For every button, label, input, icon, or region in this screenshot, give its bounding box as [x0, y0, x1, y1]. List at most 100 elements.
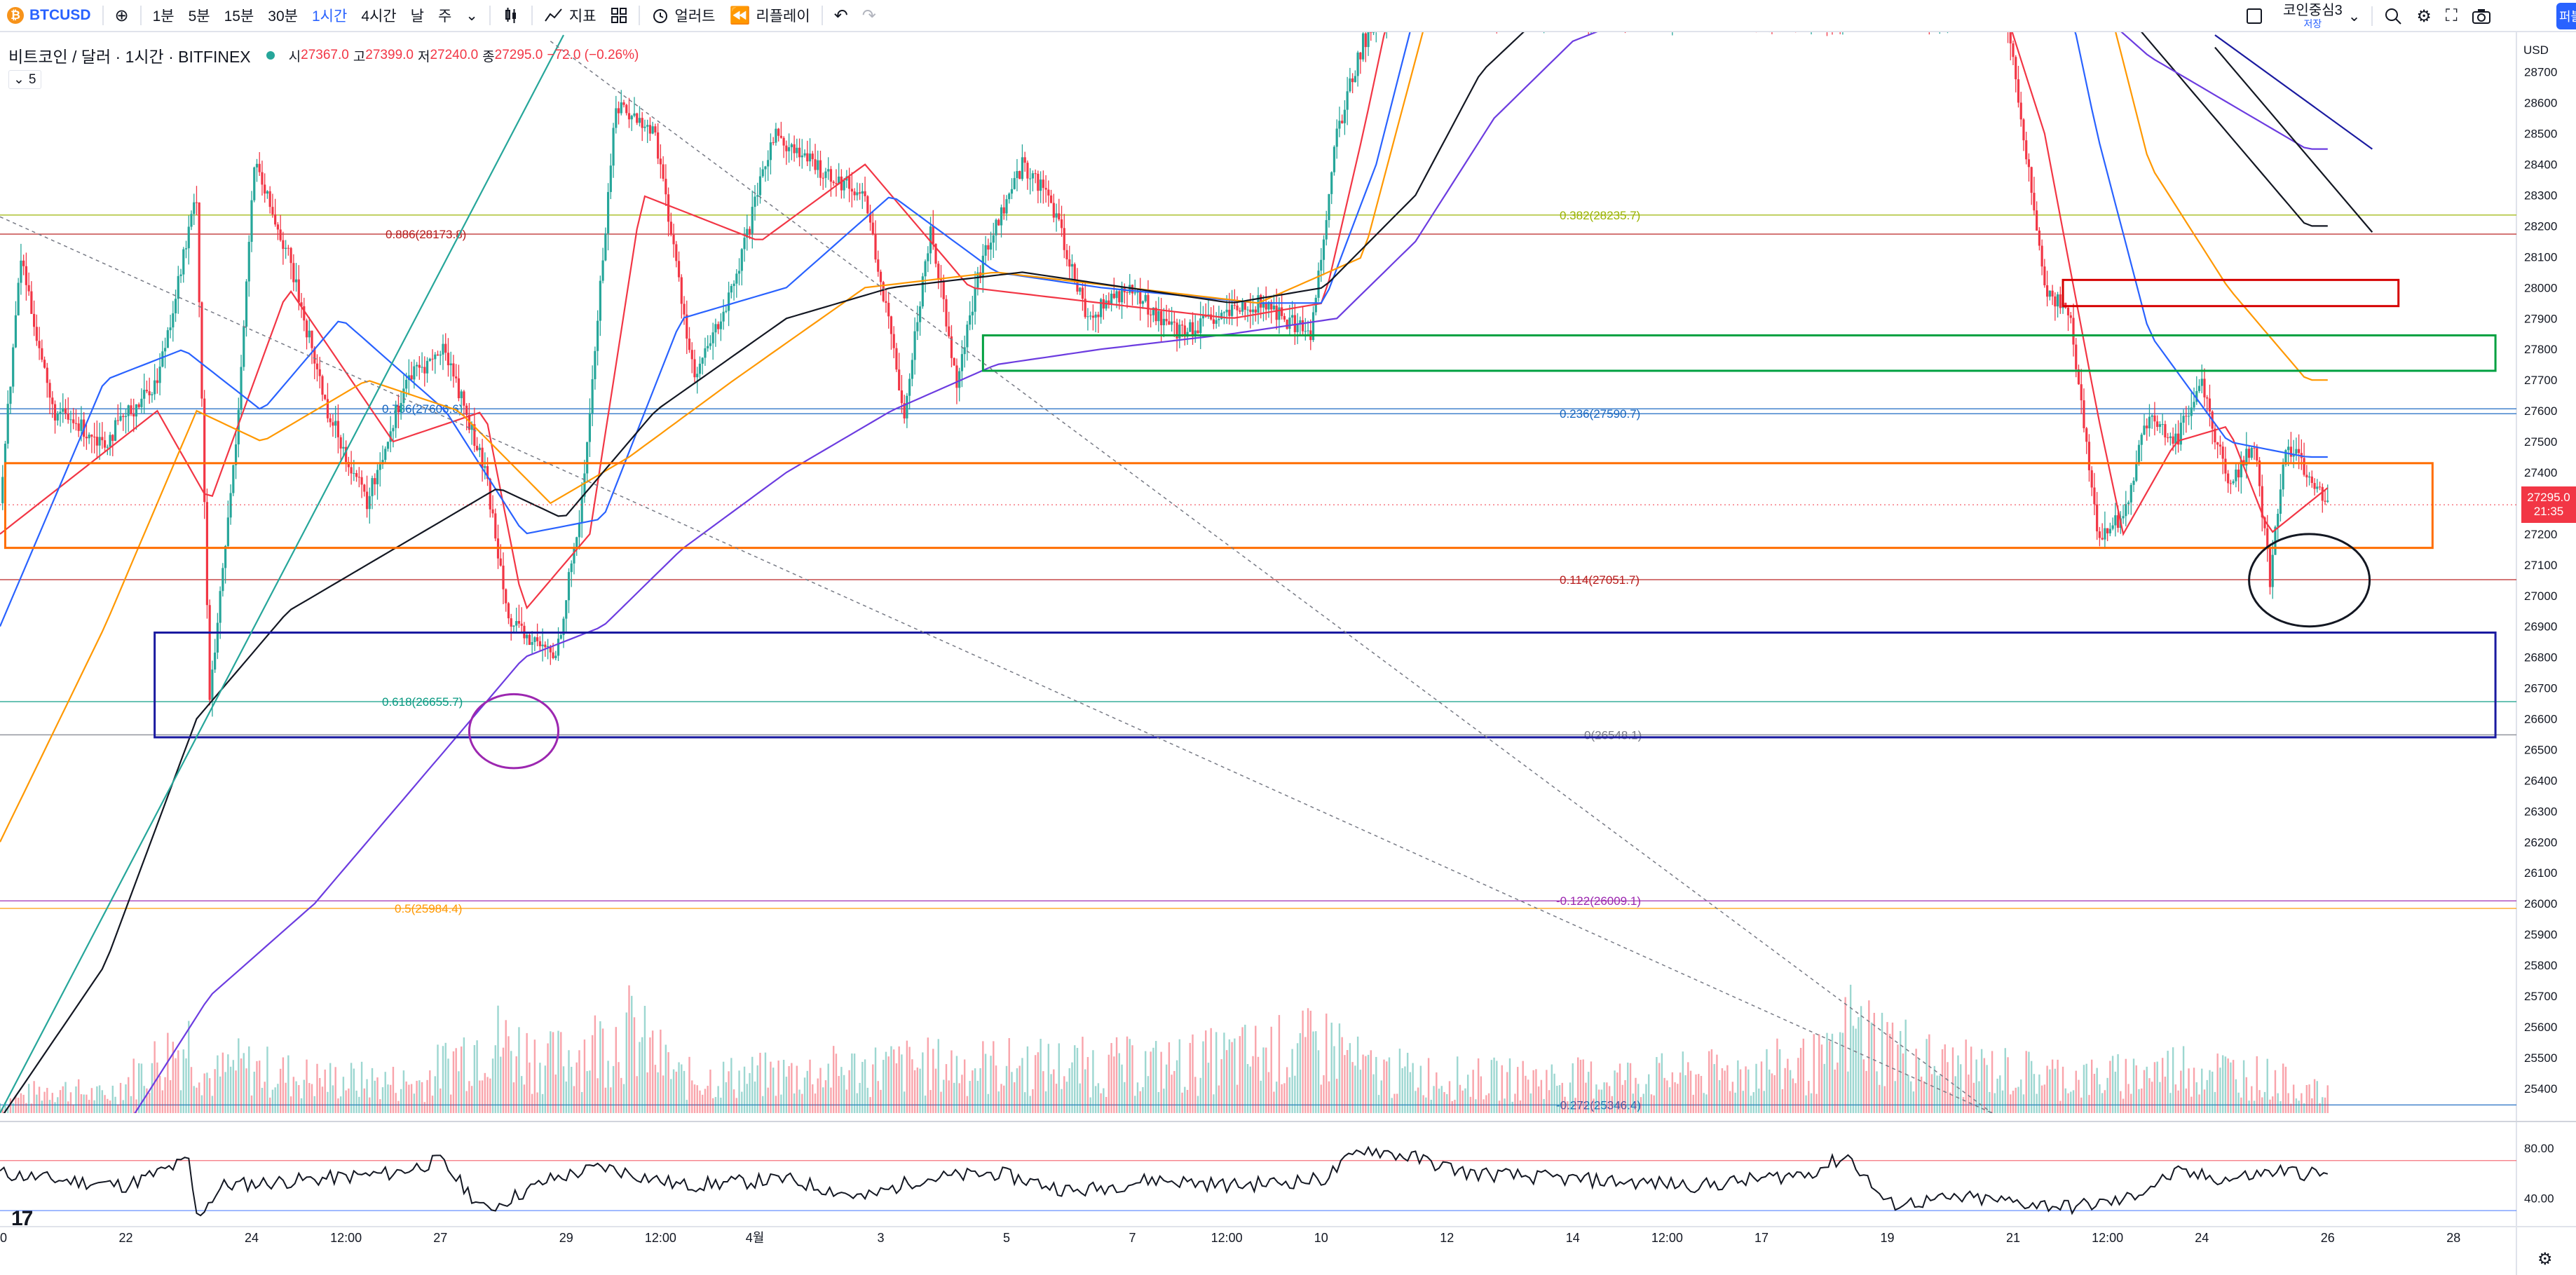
interval-1m[interactable]: 1분 [152, 8, 175, 25]
candle-body [2279, 489, 2282, 514]
volume-bar [479, 1080, 481, 1113]
candle-body [2193, 402, 2195, 408]
volume-bar [360, 1061, 363, 1113]
fullscreen-icon[interactable]: ⛶ [2445, 6, 2458, 25]
candle-body [963, 347, 966, 355]
candle-body [347, 462, 350, 468]
candle-body [528, 634, 531, 646]
interval-4h[interactable]: 4시간 [361, 8, 397, 25]
candle-body [764, 166, 767, 170]
volume-bar [1708, 1051, 1710, 1113]
volume-bar [1241, 1027, 1243, 1113]
candle-body [861, 191, 864, 194]
volume-bar [196, 1087, 198, 1113]
search-icon[interactable] [2377, 0, 2409, 32]
volume-bar [604, 1087, 607, 1113]
volume-bar [2020, 1079, 2022, 1113]
volume-bar [395, 1093, 397, 1113]
undo-icon[interactable]: ↶ [833, 6, 848, 25]
candle-body [69, 419, 72, 421]
volume-bar [1989, 1091, 1991, 1113]
candle-body [1105, 300, 1108, 309]
volume-bar [725, 1082, 728, 1113]
axis-settings-gear-icon[interactable]: ⚙ [2537, 1250, 2553, 1269]
fib-level-label: 0.5(25984.4) [395, 902, 462, 915]
candle-body [363, 484, 366, 492]
interval-1d[interactable]: 날 [410, 8, 424, 25]
snapshot-camera-icon[interactable] [2465, 0, 2498, 32]
interval-1h[interactable]: 1시간 [311, 8, 348, 25]
tradingview-logo-icon[interactable]: 17 [11, 1207, 33, 1230]
symbol-search-button[interactable]: ₿ BTCUSD [0, 0, 98, 32]
volume-bar [193, 1086, 195, 1113]
templates-grid-icon[interactable] [604, 0, 634, 32]
candle-body [758, 176, 762, 196]
interval-1w[interactable]: 주 [437, 8, 452, 25]
volume-bar [1755, 1063, 1757, 1113]
candle-body [158, 367, 161, 383]
candle-body [405, 379, 408, 389]
volume-bar [137, 1063, 140, 1113]
volume-bar [856, 1093, 859, 1113]
compare-add-icon[interactable]: ⊕ [114, 6, 129, 25]
volume-bar [1941, 1049, 1944, 1113]
indicators-button[interactable]: 지표 [537, 0, 604, 32]
volume-bar [1383, 1059, 1385, 1113]
candle-body [2085, 428, 2088, 442]
currency-label[interactable]: USD [2523, 43, 2549, 57]
interval-15m[interactable]: 15분 [224, 8, 254, 25]
volume-bar [437, 1044, 439, 1113]
volume-bar [292, 1077, 295, 1113]
candle-body [2164, 424, 2167, 438]
candle-body [659, 158, 662, 165]
indicators-collapse-toggle[interactable]: ⌄ 5 [8, 70, 41, 89]
price-chart-svg[interactable]: 2540025500256002570025800259002600026100… [0, 32, 2576, 1275]
volume-bar [2313, 1079, 2316, 1113]
layout-select-button[interactable]: 코인중심3 저장 ⌄ [2240, 0, 2367, 32]
price-tick-label: 27800 [2524, 343, 2557, 356]
interval-dropdown-chevron-icon[interactable]: ⌄ [465, 7, 478, 24]
volume-bar [2308, 1084, 2310, 1113]
volume-bar [1671, 1072, 1674, 1113]
volume-bar [2301, 1093, 2303, 1113]
volume-bar [612, 1065, 615, 1113]
time-tick-label: 7 [1129, 1231, 1136, 1245]
low-label: 저 [417, 49, 430, 64]
volume-bar [832, 1046, 835, 1113]
candle-body [334, 421, 337, 426]
volume-bar [2135, 1065, 2137, 1113]
replay-button[interactable]: ⏪ 리플레이 [723, 0, 817, 32]
volume-bar [819, 1068, 822, 1113]
publish-button[interactable]: 퍼블리시 [2556, 3, 2576, 29]
interval-5m[interactable]: 5분 [188, 8, 210, 25]
candle-body [2148, 416, 2151, 429]
volume-bar [1729, 1091, 1731, 1113]
volume-bar [1553, 1073, 1555, 1113]
candle-body [1126, 292, 1129, 294]
volume-bar [2174, 1084, 2177, 1113]
redo-icon[interactable]: ↷ [861, 6, 876, 25]
volume-bar [1572, 1063, 1574, 1113]
volume-bar [1606, 1082, 1608, 1113]
candle-style-icon[interactable] [495, 0, 527, 32]
chart-pane[interactable]: 25400 25500 25600 25700 25800 25900 26000 26100… [0, 32, 2576, 1275]
volume-bar [1071, 1062, 1073, 1113]
volume-bar [803, 1077, 806, 1113]
top-toolbar: ₿ BTCUSD ⊕ 1분 5분 15분 30분 1시간 4시간 날 주 ⌄ 지… [0, 0, 2576, 32]
candle-body [517, 620, 521, 624]
time-tick-label: 26 [2321, 1231, 2335, 1245]
volume-bar [15, 1095, 17, 1113]
low-value: 27240.0 [430, 48, 479, 62]
candle-body [342, 446, 345, 449]
candle-body [1016, 171, 1018, 178]
settings-gear-icon[interactable]: ⚙ [2416, 6, 2432, 26]
volume-bar [345, 1090, 347, 1113]
volume-bar [1637, 1084, 1640, 1113]
volume-bar [1918, 1058, 1920, 1113]
candle-body [1361, 33, 1365, 60]
volume-bar [1278, 1015, 1281, 1113]
alerts-button[interactable]: 얼러트 [644, 0, 723, 32]
volume-bar [586, 1071, 588, 1113]
candle-body [27, 285, 30, 292]
interval-30m[interactable]: 30분 [268, 8, 298, 25]
